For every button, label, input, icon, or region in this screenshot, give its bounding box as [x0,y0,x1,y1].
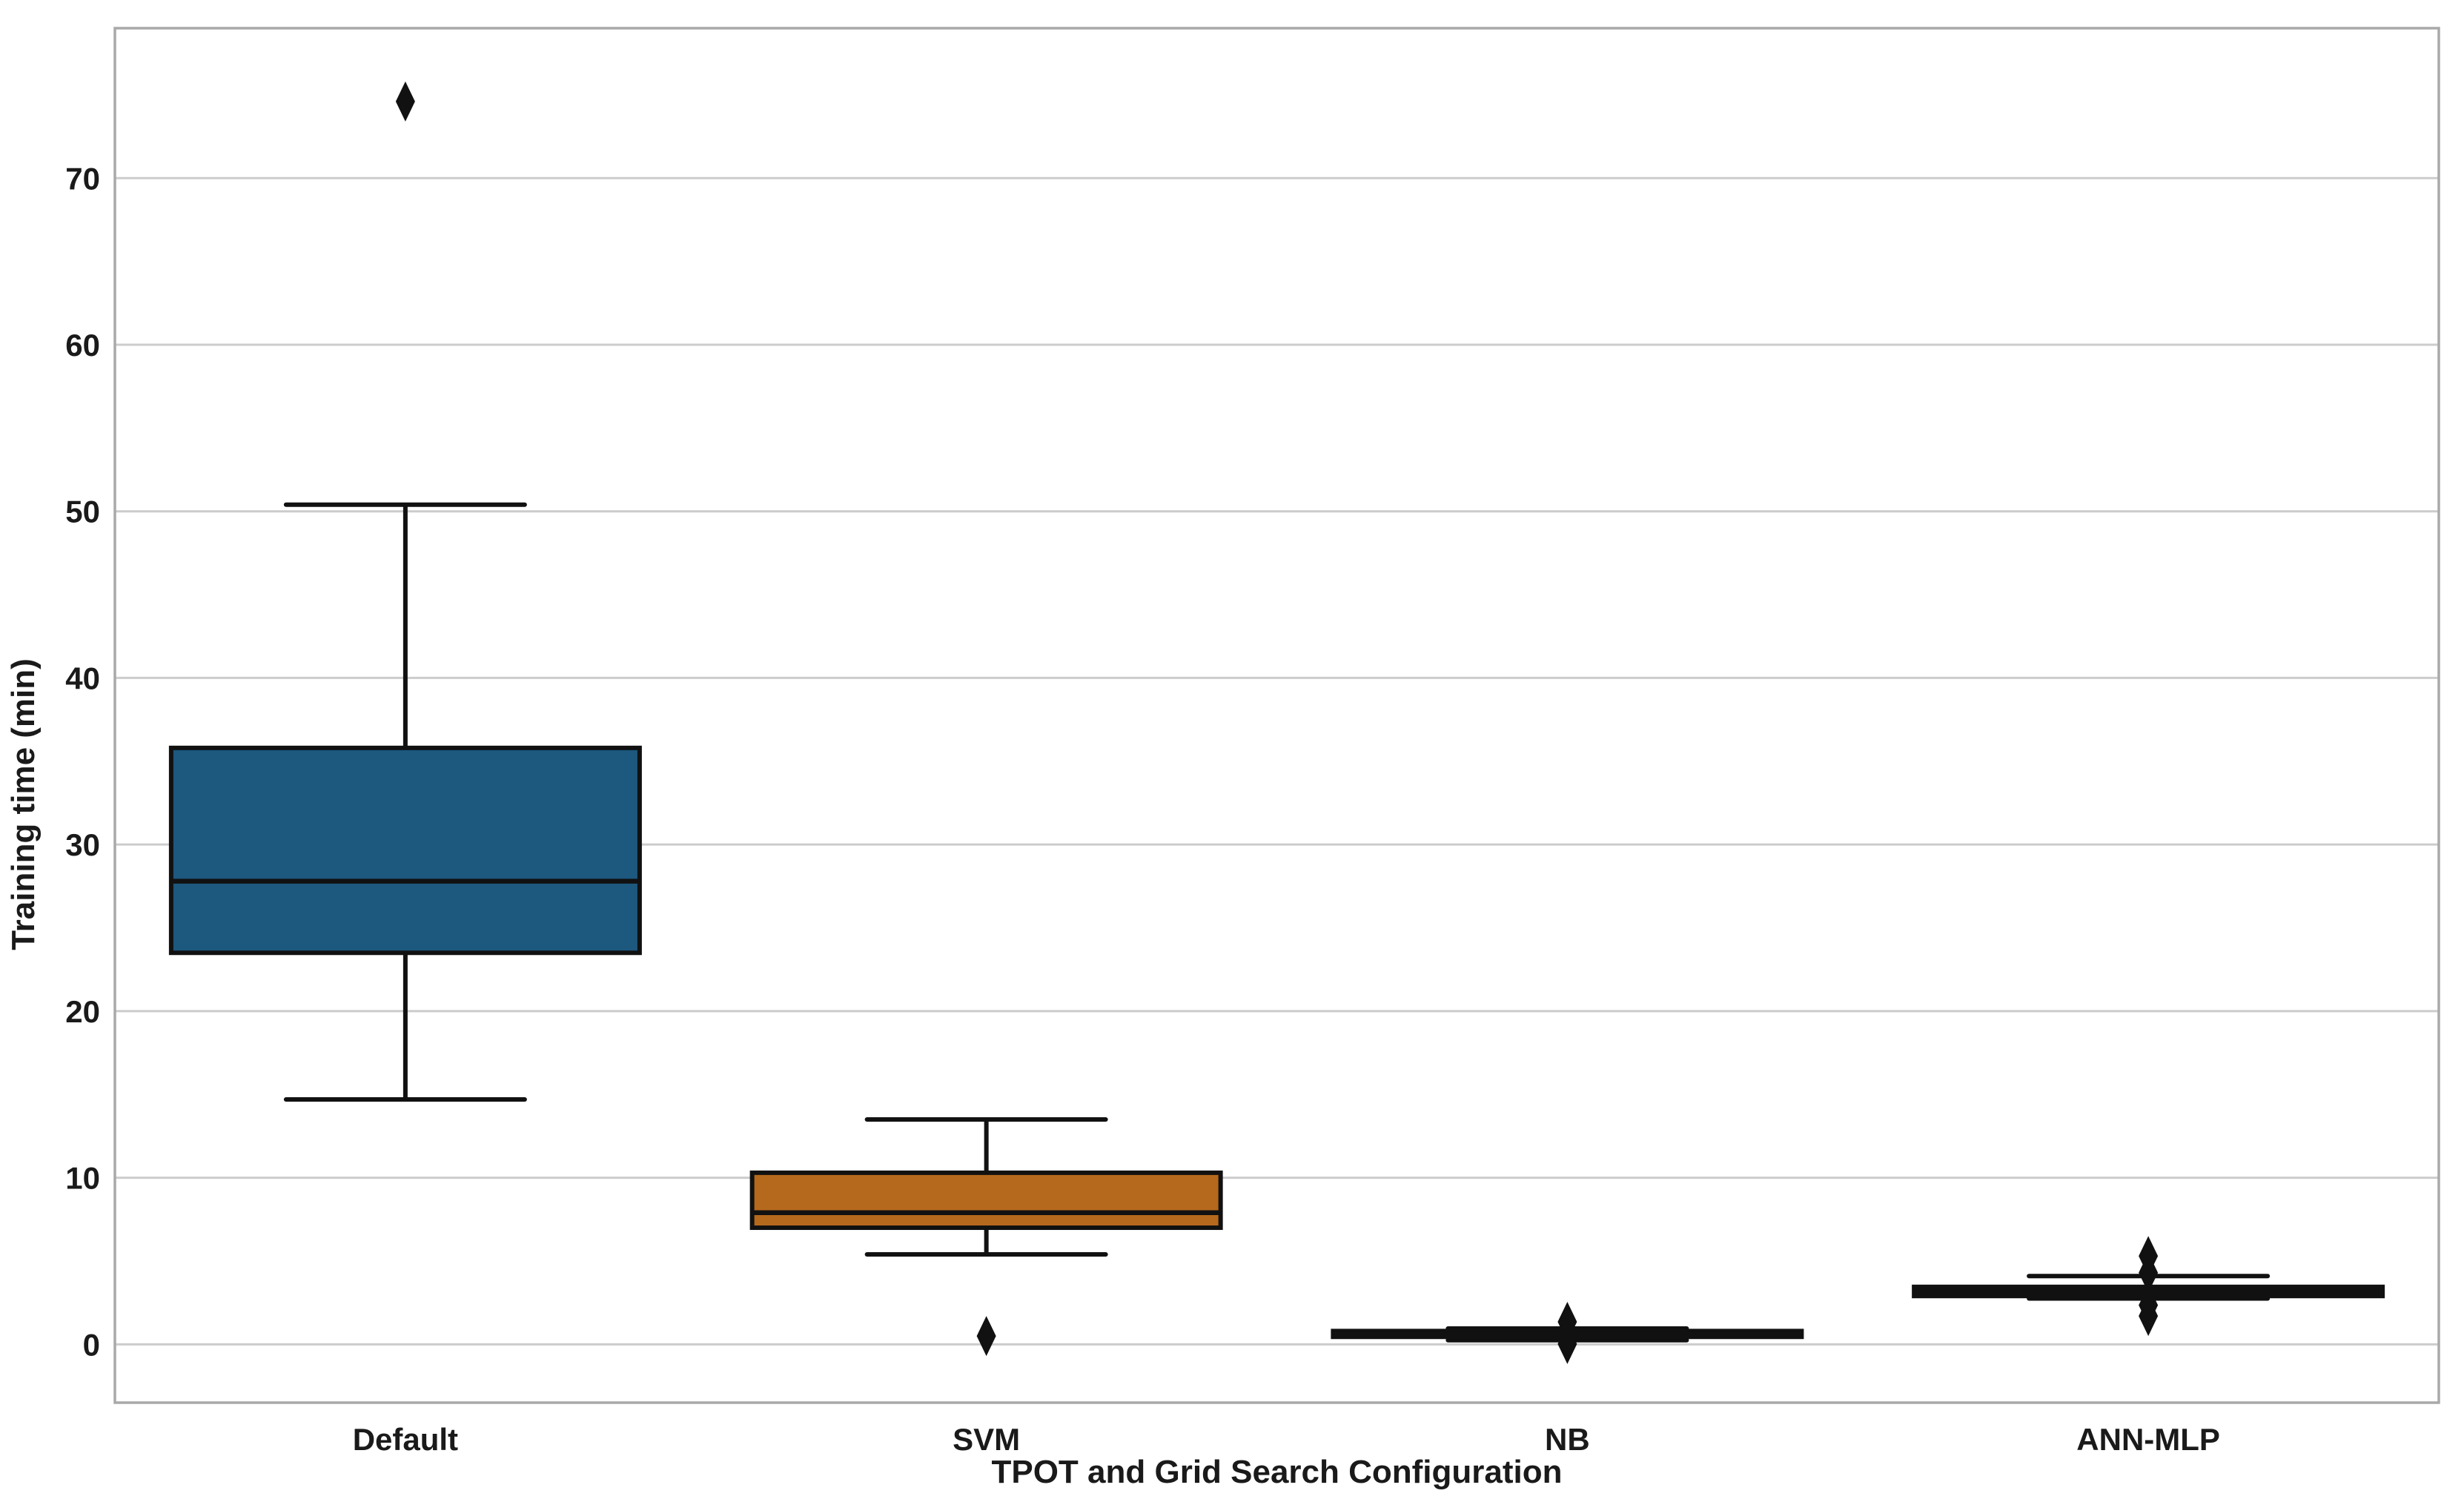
y-tick-label-20: 20 [65,994,100,1029]
plot-border [113,27,2440,1404]
y-tick-label-50: 50 [65,494,100,529]
box-svm-outlier [976,1316,996,1357]
y-tick-label-10: 10 [65,1161,100,1196]
y-tick-label-60: 60 [65,328,100,363]
y-axis-title: Training time (min) [5,658,42,950]
x-axis-title: TPOT and Grid Search Configuration [991,1454,1562,1490]
box-default-outlier [395,81,415,122]
y-tick-label-0: 0 [83,1327,100,1362]
x-tick-label-svm: SVM [953,1422,1020,1457]
y-tick-label-40: 40 [65,661,100,695]
x-tick-label-ann-mlp: ANN-MLP [2076,1422,2220,1457]
box-default-iqr [168,745,642,956]
box-ann-mlp-outlier [2139,1285,2159,1326]
box-nb-outlier [1557,1323,1577,1364]
x-tick-label-default: Default [353,1422,458,1457]
y-tick-label-70: 70 [65,161,100,196]
box-svm-iqr [749,1170,1223,1231]
box-nb-outlier [1557,1302,1577,1343]
x-tick-label-nb: NB [1545,1422,1590,1457]
box-ann-mlp-outlier [2139,1236,2159,1277]
y-tick-label-30: 30 [65,827,100,862]
